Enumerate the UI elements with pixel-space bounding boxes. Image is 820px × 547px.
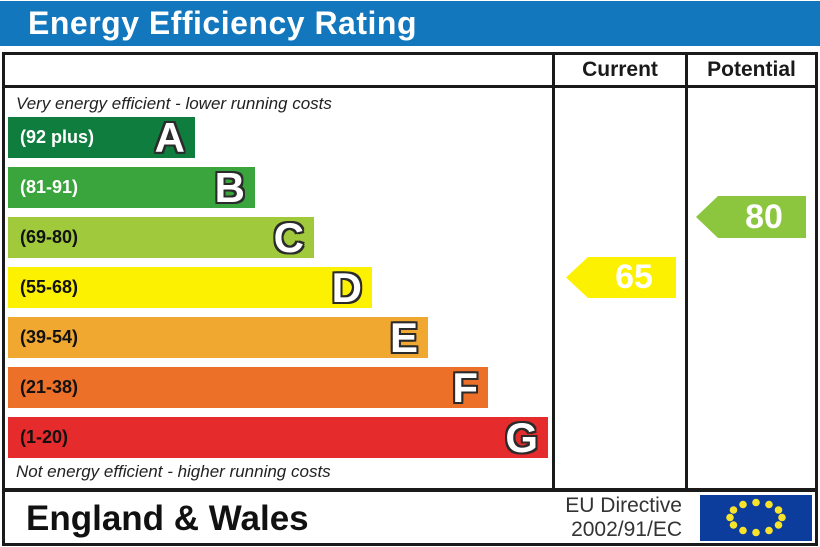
chart-title-bar: Energy Efficiency Rating [0,1,820,46]
potential-value: 80 [745,197,783,236]
band-range-label: (39-54) [20,327,79,347]
column-header-potential: Potential [707,58,796,81]
column-divider-current [552,52,555,492]
band-range-label: (92 plus) [20,127,95,147]
table-outer-border [2,52,818,546]
band-row-b: (81-91) B [8,163,255,211]
band-range-label: (21-38) [20,377,79,397]
directive-line2: 2002/91/EC [571,518,682,541]
band-row-g: (1-20) G [8,413,548,461]
band-range-label: (69-80) [20,227,79,247]
band-letter: A [154,113,185,161]
band-letter: F [452,363,478,411]
band-letter: D [331,263,362,311]
band-range-label: (81-91) [20,177,79,197]
note-not-efficient: Not energy efficient - higher running co… [16,462,331,481]
band-row-d: (55-68) D [8,263,372,311]
chart-title: Energy Efficiency Rating [28,5,417,41]
note-very-efficient: Very energy efficient - lower running co… [16,94,332,113]
potential-arrow: 80 [696,196,806,238]
footer-divider-line [2,488,818,492]
directive-line1: EU Directive [565,494,682,517]
band-letter: B [214,163,245,211]
column-header-current: Current [582,58,658,81]
band-range-label: (55-68) [20,277,79,297]
footer-directive-text: EU Directive 2002/91/EC [480,494,682,542]
band-range-label: (1-20) [20,427,69,447]
band-row-e: (39-54) E [8,313,428,361]
header-divider-line [2,85,818,88]
eu-flag-icon [700,495,812,541]
band-letter: E [389,313,418,361]
column-divider-potential [685,52,688,492]
current-value: 65 [615,258,653,296]
band-row-f: (21-38) F [8,363,488,411]
band-row-c: (69-80) C [8,213,314,261]
band-row-a: (92 plus) A [8,113,195,161]
band-letter: G [505,413,538,461]
band-letter: C [273,213,304,261]
current-arrow: 65 [566,257,676,298]
footer-region-label: England & Wales [26,499,309,538]
